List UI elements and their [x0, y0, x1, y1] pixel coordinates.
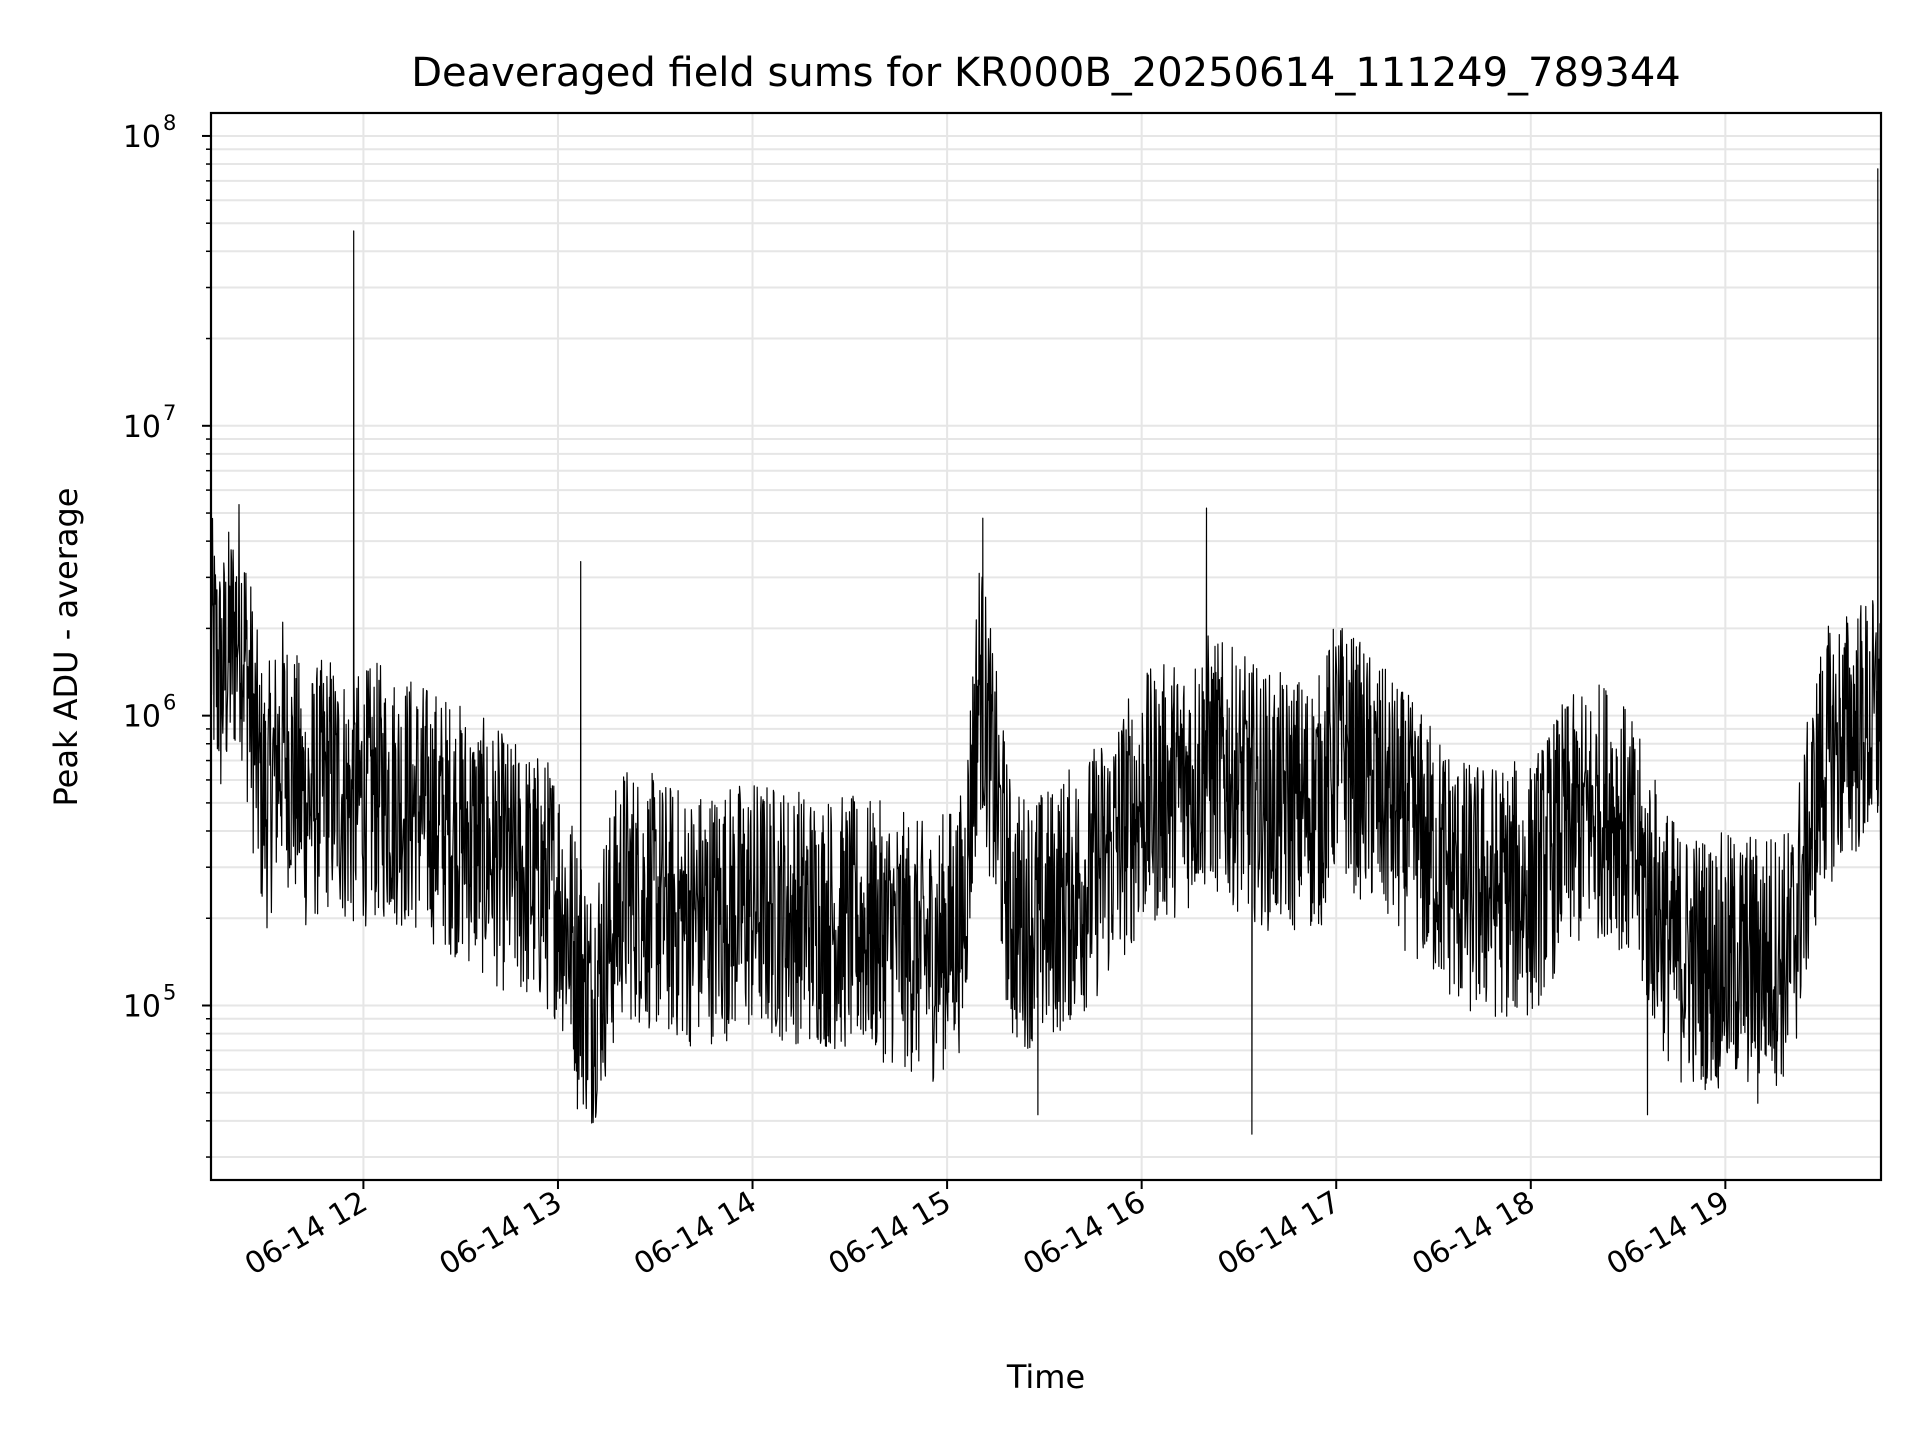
chart-title: Deaveraged field sums for KR000B_2025061…: [411, 50, 1681, 96]
series-line: [210, 168, 1882, 1135]
y-tick-label: 10: [123, 989, 161, 1024]
y-tick-label-exponent: 6: [163, 691, 176, 715]
y-tick-label-exponent: 5: [163, 980, 176, 1004]
plot-frame: [209, 111, 1883, 1182]
y-tick-label: 10: [123, 700, 161, 735]
y-tick-label: 10: [123, 120, 161, 155]
y-tick-label-exponent: 8: [163, 111, 176, 135]
x-axis-title: Time: [1006, 1358, 1085, 1396]
y-tick-label: 10: [123, 410, 161, 445]
y-axis-title: Peak ADU - average: [47, 488, 85, 807]
series-line-group: [210, 168, 1882, 1135]
y-tick-label-exponent: 7: [163, 401, 176, 425]
